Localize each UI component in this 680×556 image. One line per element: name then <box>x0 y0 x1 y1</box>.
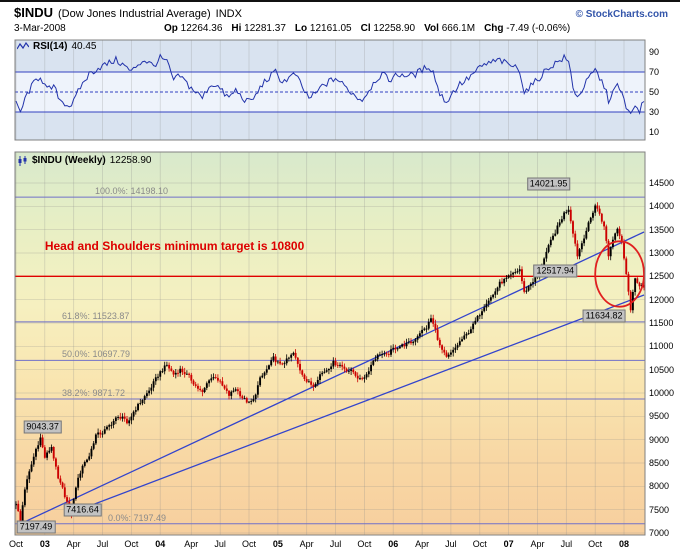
quote-vol: Vol 666.1M <box>424 23 476 34</box>
candlestick-icon <box>18 155 27 166</box>
price-panel-title: $INDU (Weekly) <box>32 155 106 166</box>
price-panel-last: 12258.90 <box>109 155 152 166</box>
ohlc-quote: Op 12264.36 Hi 12281.37 Lo 12161.05 Cl 1225… <box>164 23 570 34</box>
quote-hi: Hi 12281.37 <box>231 23 286 34</box>
price-panel-label: $INDU (Weekly) 12258.90 <box>17 155 151 166</box>
quote-chg: Chg -7.49 (-0.06%) <box>484 23 571 34</box>
rsi-panel-bg <box>15 40 645 140</box>
price-panel-border <box>14 151 646 536</box>
rsi-line <box>15 53 645 115</box>
exchange: INDX <box>215 8 242 20</box>
rsi-panel-border <box>14 39 646 141</box>
quote-row: 3-Mar-2008 Op 12264.36 Hi 12281.37 Lo 1216… <box>14 23 668 34</box>
quote-cl: Cl 12258.90 <box>360 23 416 34</box>
quote-date: 3-Mar-2008 <box>14 23 66 34</box>
symbol-name: (Dow Jones Industrial Average) <box>58 8 211 20</box>
chart-header: $INDU (Dow Jones Industrial Average) IND… <box>14 5 668 20</box>
symbol: $INDU <box>14 5 54 20</box>
rsi-value: 40.45 <box>71 41 97 52</box>
quote-lo: Lo 12161.05 <box>294 23 352 34</box>
quote-op: Op 12264.36 <box>164 23 223 34</box>
stockcharts-copyright-link[interactable]: © StockCharts.com <box>575 9 668 20</box>
rsi-reference-lines <box>15 71 645 113</box>
rsi-panel-label: RSI(14) 40.45 <box>17 41 96 52</box>
rsi-name: RSI(14) <box>33 41 68 52</box>
gridlines <box>15 40 645 535</box>
fib-lines <box>15 196 645 525</box>
trendlines <box>20 231 645 525</box>
rsi-icon <box>17 42 29 50</box>
price-panel-bg <box>15 152 645 535</box>
highlight-ellipse <box>594 240 645 308</box>
top-border <box>0 0 680 2</box>
